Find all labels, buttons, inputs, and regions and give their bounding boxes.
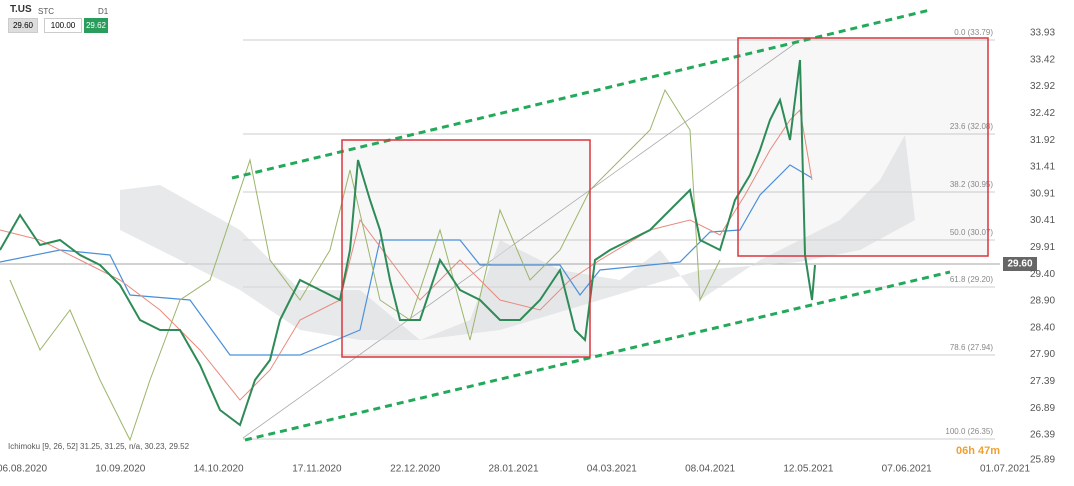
channel-upper bbox=[231, 8, 931, 180]
symbol[interactable]: T.US bbox=[10, 4, 32, 15]
price-label: 32.92 bbox=[1030, 81, 1055, 92]
fib-label: 23.6 (32.08) bbox=[950, 122, 993, 131]
current-price: 29.60 bbox=[1007, 259, 1032, 270]
date-label: 22.12.2020 bbox=[390, 464, 440, 475]
price-label: 27.39 bbox=[1030, 376, 1055, 387]
range-box bbox=[738, 38, 988, 256]
trend-line bbox=[242, 39, 801, 439]
date-label: 01.07.2021 bbox=[980, 464, 1030, 475]
price-label: 29.91 bbox=[1030, 242, 1055, 253]
date-label: 10.09.2020 bbox=[95, 464, 145, 475]
countdown: 06h 47m bbox=[956, 445, 1000, 457]
fib-label: 100.0 (26.35) bbox=[945, 427, 993, 436]
date-label: 06.08.2020 bbox=[0, 464, 47, 475]
date-label: 14.10.2020 bbox=[194, 464, 244, 475]
price-label: 33.93 bbox=[1030, 28, 1055, 39]
range-box-border bbox=[737, 37, 989, 257]
date-label: 07.06.2021 bbox=[882, 464, 932, 475]
volume[interactable]: 100.00 bbox=[44, 18, 82, 33]
date-label: 28.01.2021 bbox=[488, 464, 538, 475]
price-label: 26.39 bbox=[1030, 430, 1055, 441]
date-label: 17.11.2020 bbox=[292, 464, 342, 475]
price-label: 25.89 bbox=[1030, 455, 1055, 466]
current-price-tag bbox=[1003, 257, 1037, 271]
ichimoku-cloud bbox=[120, 135, 915, 340]
date-label: 04.03.2021 bbox=[587, 464, 637, 475]
price-label: 32.42 bbox=[1030, 108, 1055, 119]
ask[interactable]: 29.62 bbox=[84, 18, 108, 33]
range-box-border bbox=[341, 139, 591, 358]
fib-label: 0.0 (33.79) bbox=[954, 28, 993, 37]
price-label: 26.89 bbox=[1030, 403, 1055, 414]
price-label: 28.90 bbox=[1030, 296, 1055, 307]
fib-label: 50.0 (30.07) bbox=[950, 228, 993, 237]
price-label: 29.40 bbox=[1030, 269, 1055, 280]
channel-lower bbox=[244, 270, 951, 442]
price-label: 33.42 bbox=[1030, 54, 1055, 65]
price-label: 30.91 bbox=[1030, 188, 1055, 199]
fib-label: 38.2 (30.95) bbox=[950, 180, 993, 189]
market: STC bbox=[38, 7, 54, 16]
fib-label: 61.8 (29.20) bbox=[950, 275, 993, 284]
fib-lines: 0.0 (33.79) 23.6 (32.08) 38.2 (30.95) 50.0 … bbox=[243, 28, 995, 440]
date-label: 08.04.2021 bbox=[685, 464, 735, 475]
fib-label: 78.6 (27.94) bbox=[950, 343, 993, 352]
interval[interactable]: D1 bbox=[98, 7, 109, 16]
chikou-line bbox=[9, 88, 721, 442]
price-label: 27.90 bbox=[1030, 349, 1055, 360]
price-label: 30.41 bbox=[1030, 215, 1055, 226]
range-box bbox=[342, 140, 590, 357]
date-label: 12.05.2021 bbox=[783, 464, 833, 475]
kijun-line bbox=[0, 164, 813, 356]
price-label: 31.41 bbox=[1030, 162, 1055, 173]
price-label: 31.92 bbox=[1030, 135, 1055, 146]
price-path bbox=[0, 59, 816, 427]
price-label: 28.40 bbox=[1030, 322, 1055, 333]
indicator-label[interactable]: Ichimoku [9, 26, 52] 31.25, 31.25, n/a, … bbox=[8, 442, 190, 451]
bid[interactable]: 29.60 bbox=[8, 18, 38, 33]
tenkan-line bbox=[0, 108, 813, 401]
